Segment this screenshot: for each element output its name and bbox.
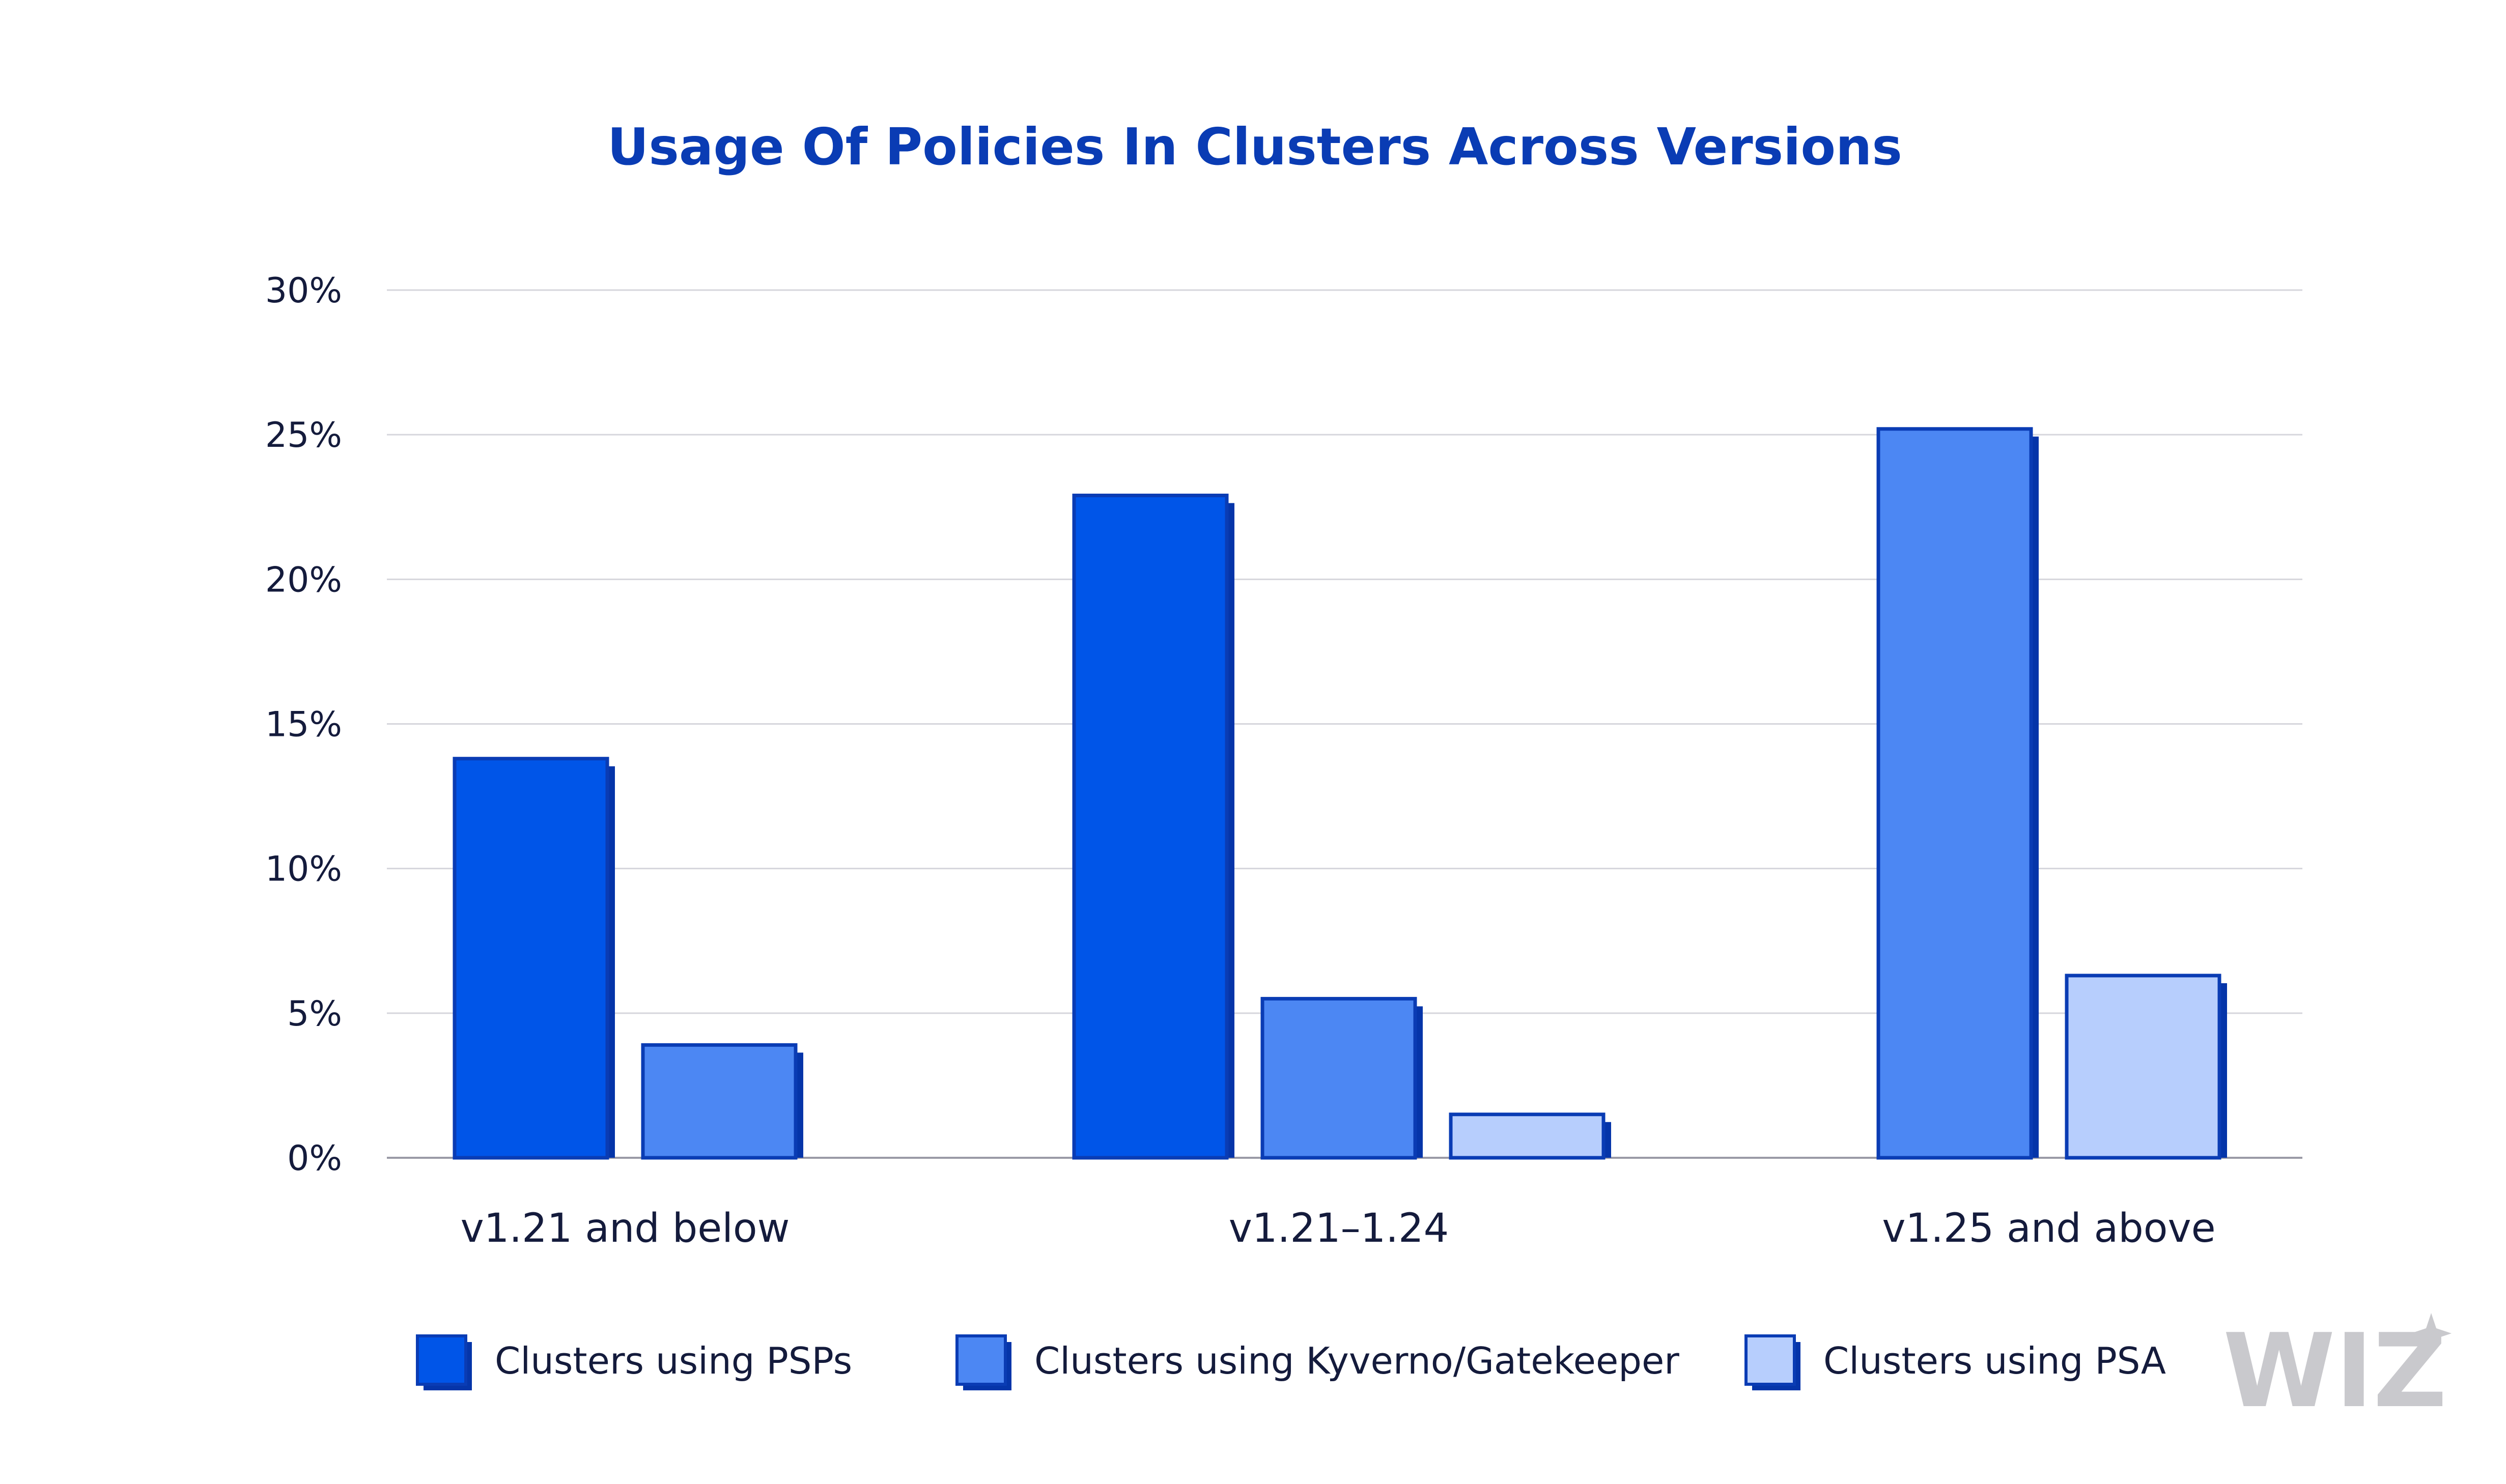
y-axis-ticks: 0% 5% 10% 15% 20% 25% 30% [265, 271, 342, 1179]
y-tick-label: 15% [265, 705, 342, 745]
bar [1072, 494, 1229, 1160]
x-category-label: v1.21 and below [461, 1206, 790, 1251]
y-tick-label: 5% [287, 994, 342, 1034]
legend: Clusters using PSPs Clusters using Kyvern… [416, 1334, 2166, 1390]
y-tick-label: 20% [265, 560, 342, 600]
x-category-label: v1.25 and above [1882, 1206, 2215, 1251]
bar [641, 1043, 798, 1160]
legend-label: Clusters using Kyverno/Gatekeeper [1034, 1339, 1679, 1382]
y-tick-label: 30% [265, 271, 342, 311]
logo-text: WIZ [2223, 1312, 2447, 1431]
bar [453, 757, 609, 1160]
bar [1876, 427, 2033, 1160]
x-axis-categories: v1.21 and below v1.21–1.24 v1.25 and above [461, 1206, 2216, 1251]
bar [2065, 974, 2221, 1160]
bar [1449, 1112, 1606, 1160]
legend-label: Clusters using PSA [1823, 1339, 2166, 1382]
legend-swatch [955, 1334, 1007, 1386]
y-tick-label: 25% [265, 415, 342, 455]
chart-title: Usage Of Policies In Clusters Across Ver… [607, 117, 1902, 177]
bars [453, 427, 2227, 1160]
legend-label: Clusters using PSPs [495, 1339, 852, 1382]
y-tick-label: 0% [287, 1138, 342, 1179]
legend-swatch [416, 1334, 467, 1386]
x-category-label: v1.21–1.24 [1229, 1206, 1449, 1251]
bar [1260, 996, 1417, 1160]
legend-swatch [1744, 1334, 1796, 1386]
logo-sparkle-icon [2411, 1313, 2452, 1354]
wiz-logo: WIZ [2223, 1312, 2452, 1431]
y-tick-label: 10% [265, 849, 342, 890]
